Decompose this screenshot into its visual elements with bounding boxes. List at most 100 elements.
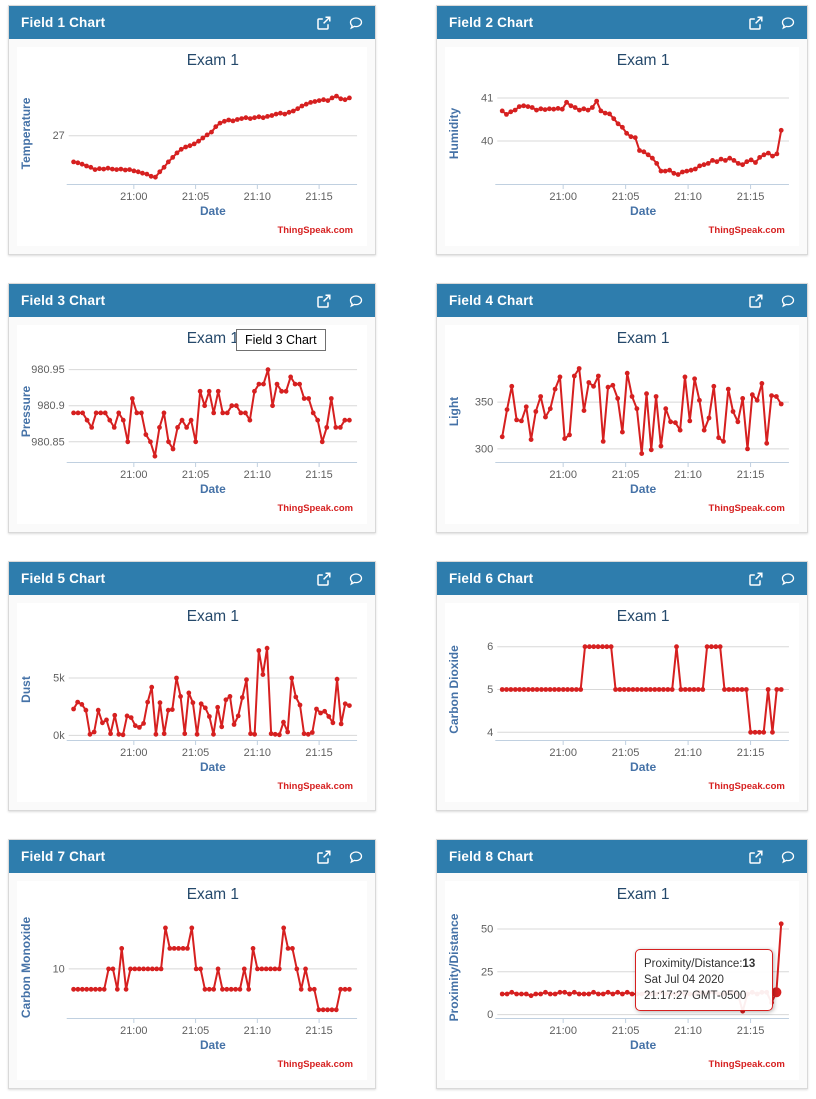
data-point[interactable] (110, 966, 116, 972)
data-point[interactable] (259, 966, 265, 972)
data-point[interactable] (182, 731, 188, 737)
data-point[interactable] (112, 712, 118, 718)
data-point[interactable] (509, 383, 515, 389)
data-point[interactable] (607, 111, 612, 117)
data-point[interactable] (233, 986, 238, 992)
data-point[interactable] (711, 383, 717, 389)
data-point[interactable] (290, 108, 296, 114)
data-point[interactable] (582, 644, 588, 650)
data-point[interactable] (298, 986, 304, 992)
data-point[interactable] (753, 160, 758, 165)
data-point[interactable] (215, 966, 221, 972)
data-point[interactable] (169, 707, 175, 712)
data-point[interactable] (191, 141, 197, 147)
data-point[interactable] (730, 687, 736, 692)
data-point[interactable] (325, 98, 331, 103)
data-point[interactable] (538, 394, 544, 399)
data-point[interactable] (196, 138, 201, 144)
chart[interactable]: Exam 1 Humidity 40 41 21:00 21:05 21:10 21:15 Da… (445, 47, 799, 246)
data-point[interactable] (542, 107, 548, 112)
data-point[interactable] (538, 991, 544, 997)
data-point[interactable] (691, 687, 697, 692)
data-point[interactable] (534, 687, 540, 692)
data-point[interactable] (152, 453, 158, 459)
data-point[interactable] (770, 153, 775, 159)
data-point[interactable] (338, 986, 344, 992)
data-point[interactable] (134, 410, 140, 416)
data-point[interactable] (562, 436, 568, 441)
data-point[interactable] (145, 699, 151, 705)
data-point[interactable] (238, 410, 244, 416)
comment-icon[interactable] (349, 294, 363, 308)
data-point[interactable] (135, 169, 141, 175)
chart[interactable]: Exam 1 Carbon Dioxide 4 5 6 21:00 21:05 21:10 21… (445, 603, 799, 802)
data-point[interactable] (306, 396, 312, 401)
data-point[interactable] (265, 367, 271, 373)
data-point[interactable] (605, 384, 611, 390)
data-point[interactable] (512, 687, 518, 692)
data-point[interactable] (79, 986, 85, 992)
data-point[interactable] (260, 672, 266, 677)
data-point[interactable] (190, 700, 196, 706)
data-point[interactable] (342, 97, 348, 103)
data-point[interactable] (504, 112, 509, 117)
data-point[interactable] (704, 644, 710, 650)
data-point[interactable] (744, 159, 750, 165)
data-point[interactable] (769, 393, 774, 398)
data-point[interactable] (778, 921, 784, 927)
data-point[interactable] (235, 713, 241, 719)
data-point[interactable] (600, 991, 606, 997)
data-point[interactable] (326, 714, 332, 719)
data-point[interactable] (678, 687, 684, 692)
data-point[interactable] (270, 403, 275, 409)
data-point[interactable] (309, 730, 315, 735)
data-point[interactable] (519, 418, 524, 424)
data-point[interactable] (314, 706, 319, 712)
data-point[interactable] (224, 410, 230, 416)
data-point[interactable] (748, 729, 754, 735)
chart-svg[interactable]: Exam 1 Dust 0k 5k 21:00 21:05 21:10 21:15 Date Th… (17, 603, 367, 802)
data-point[interactable] (79, 161, 85, 167)
data-point[interactable] (528, 993, 534, 999)
data-point[interactable] (71, 706, 76, 712)
data-point[interactable] (632, 135, 638, 140)
data-point[interactable] (656, 687, 662, 692)
data-point[interactable] (132, 966, 138, 972)
data-point[interactable] (682, 687, 688, 692)
data-point[interactable] (83, 707, 89, 713)
data-point[interactable] (499, 991, 505, 997)
data-series[interactable] (71, 925, 352, 1013)
data-point[interactable] (347, 703, 352, 708)
data-point[interactable] (149, 966, 155, 972)
data-point[interactable] (241, 966, 247, 972)
data-point[interactable] (778, 127, 784, 133)
comment-icon[interactable] (349, 850, 363, 864)
data-point[interactable] (209, 129, 214, 135)
data-point[interactable] (714, 159, 720, 165)
data-point[interactable] (233, 403, 239, 409)
data-point[interactable] (547, 991, 553, 997)
data-point[interactable] (504, 407, 510, 412)
data-point[interactable] (171, 946, 177, 951)
data-point[interactable] (586, 380, 592, 385)
data-point[interactable] (701, 162, 707, 168)
data-point[interactable] (220, 410, 226, 416)
data-point[interactable] (188, 417, 194, 423)
data-point[interactable] (193, 439, 199, 445)
data-point[interactable] (630, 687, 636, 692)
data-point[interactable] (303, 966, 308, 972)
data-point[interactable] (675, 172, 681, 177)
data-point[interactable] (534, 107, 539, 113)
data-point[interactable] (148, 173, 154, 179)
data-point[interactable] (665, 687, 671, 692)
data-point[interactable] (672, 420, 678, 426)
data-point[interactable] (75, 986, 81, 992)
data-point[interactable] (279, 388, 284, 394)
data-point[interactable] (186, 690, 192, 696)
data-point[interactable] (198, 966, 203, 972)
data-point[interactable] (721, 439, 726, 444)
data-point[interactable] (247, 417, 253, 423)
data-point[interactable] (517, 687, 523, 692)
data-point[interactable] (552, 687, 557, 692)
data-point[interactable] (611, 116, 617, 122)
